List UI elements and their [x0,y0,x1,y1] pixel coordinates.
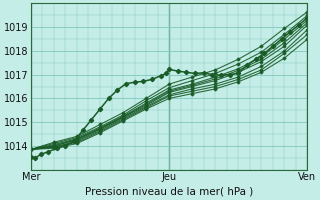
X-axis label: Pression niveau de la mer( hPa ): Pression niveau de la mer( hPa ) [85,187,253,197]
